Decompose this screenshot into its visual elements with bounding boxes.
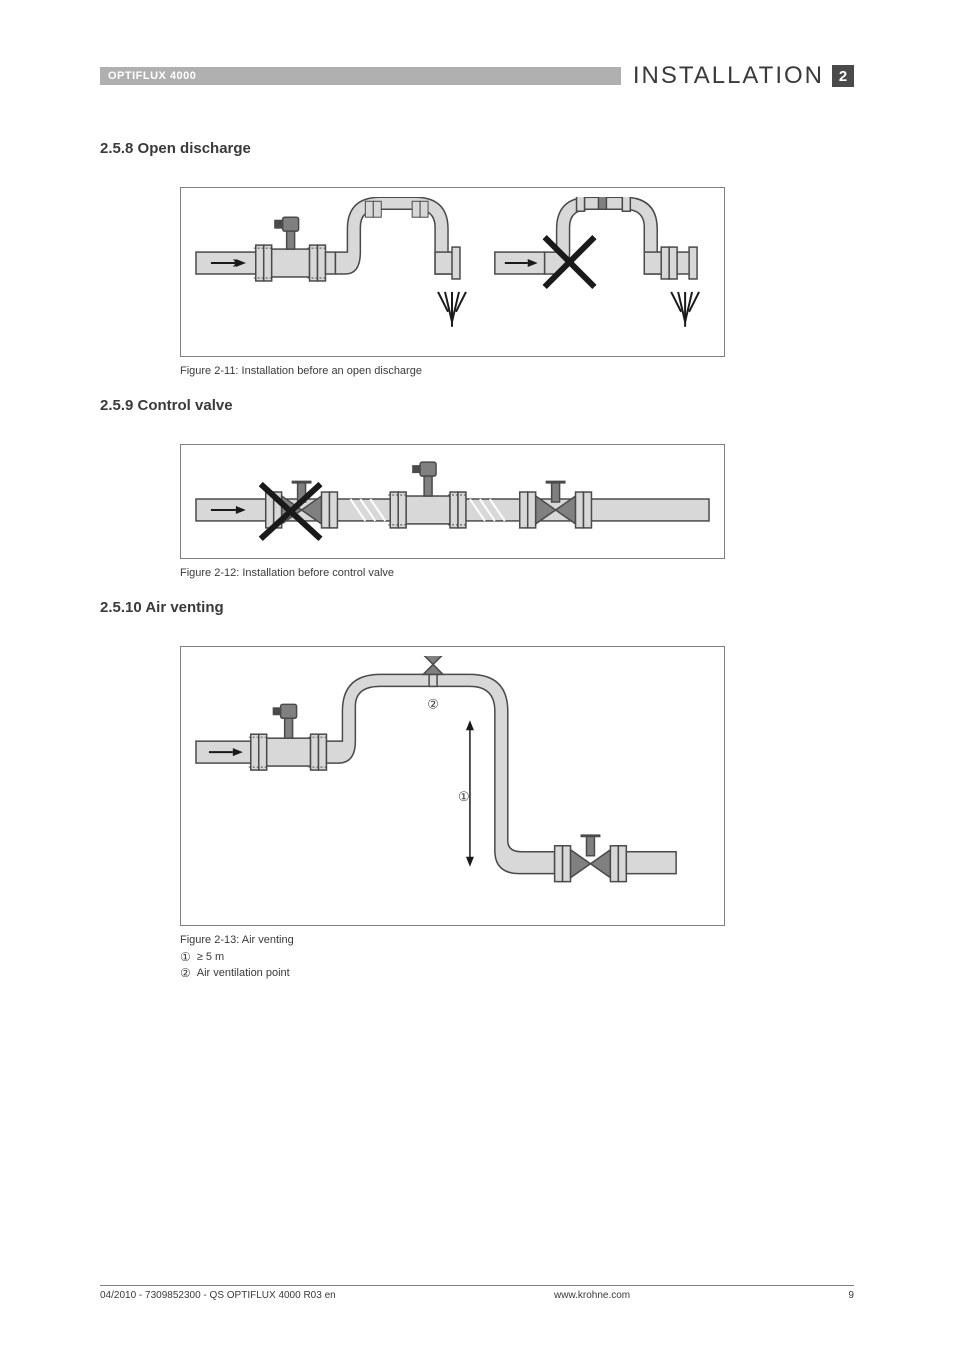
- page-header: OPTIFLUX 4000 INSTALLATION 2: [100, 64, 854, 88]
- figure-2-12-caption: Figure 2-12: Installation before control…: [180, 567, 854, 579]
- legend-marker-1: ①: [180, 950, 191, 964]
- heading-air-venting: 2.5.10 Air venting: [100, 599, 854, 616]
- figure-2-13-box: ② ①: [180, 646, 725, 926]
- product-name: OPTIFLUX 4000: [108, 70, 196, 82]
- header-grey-bar: OPTIFLUX 4000: [100, 67, 621, 85]
- heading-control-valve: 2.5.9 Control valve: [100, 397, 854, 414]
- figure-2-11-box: [180, 187, 725, 357]
- legend-row-1: ① ≥ 5 m: [180, 950, 854, 964]
- footer-left: 04/2010 - 7309852300 - QS OPTIFLUX 4000 …: [100, 1290, 336, 1301]
- section-title: INSTALLATION: [633, 62, 824, 90]
- figure-2-12-svg: [191, 454, 714, 549]
- figure-2-13-svg: ② ①: [191, 656, 714, 916]
- figure-2-13-legend: ① ≥ 5 m ② Air ventilation point: [180, 950, 854, 980]
- header-separator: [621, 67, 625, 85]
- figure-2-11-container: [180, 187, 854, 357]
- heading-open-discharge: 2.5.8 Open discharge: [100, 140, 854, 157]
- legend-text-2: Air ventilation point: [197, 967, 290, 979]
- svg-text:①: ①: [458, 789, 470, 804]
- svg-text:②: ②: [427, 696, 439, 711]
- figure-2-13-caption: Figure 2-13: Air venting: [180, 934, 854, 946]
- figure-2-11-svg: [191, 197, 714, 347]
- legend-text-1: ≥ 5 m: [197, 951, 224, 963]
- figure-2-12-container: [180, 444, 854, 559]
- legend-row-2: ② Air ventilation point: [180, 966, 854, 980]
- legend-marker-2: ②: [180, 966, 191, 980]
- figure-2-11-caption: Figure 2-11: Installation before an open…: [180, 365, 854, 377]
- figure-2-12-box: [180, 444, 725, 559]
- header-title-section: INSTALLATION 2: [633, 62, 854, 90]
- page-footer: 04/2010 - 7309852300 - QS OPTIFLUX 4000 …: [100, 1285, 854, 1301]
- footer-center: www.krohne.com: [554, 1290, 630, 1301]
- figure-2-13-container: ② ①: [180, 646, 854, 926]
- section-number: 2: [832, 65, 854, 87]
- page-content: 2.5.8 Open discharge: [100, 140, 854, 980]
- footer-page-number: 9: [848, 1290, 854, 1301]
